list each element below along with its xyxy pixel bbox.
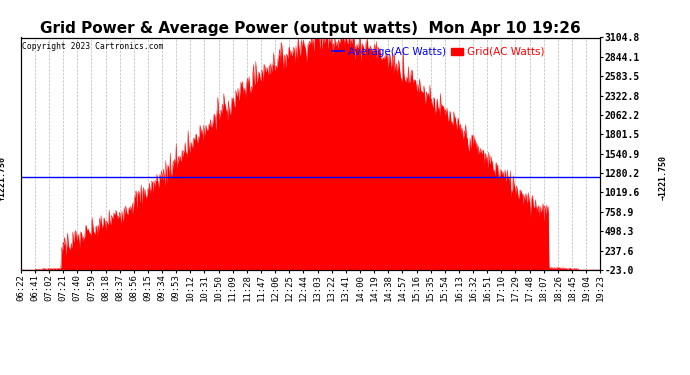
Text: ↑1221.750: ↑1221.750: [0, 155, 6, 200]
Text: Copyright 2023 Cartronics.com: Copyright 2023 Cartronics.com: [22, 42, 164, 51]
Title: Grid Power & Average Power (output watts)  Mon Apr 10 19:26: Grid Power & Average Power (output watts…: [40, 21, 581, 36]
Text: →1221.750: →1221.750: [658, 155, 667, 200]
Legend: Average(AC Watts), Grid(AC Watts): Average(AC Watts), Grid(AC Watts): [328, 43, 549, 61]
